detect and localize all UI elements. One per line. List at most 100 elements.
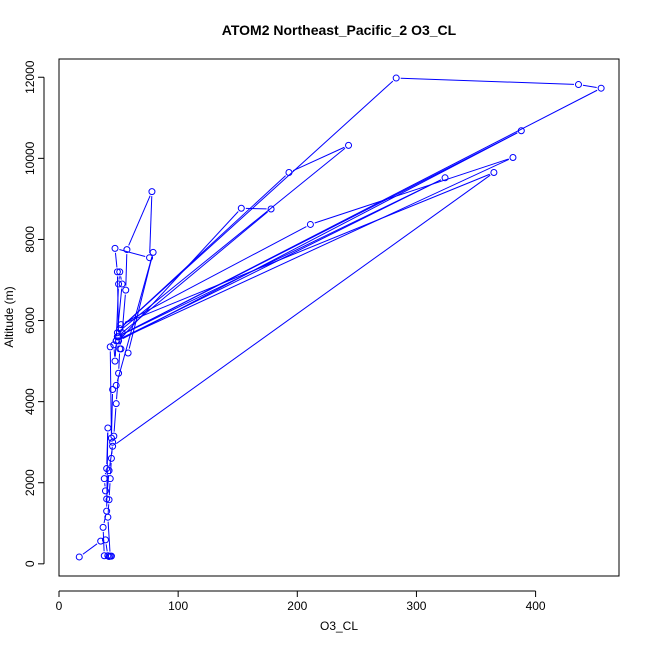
data-point (115, 337, 123, 345)
data-point (104, 424, 112, 432)
data-point (146, 254, 154, 262)
plot-frame (58, 58, 620, 577)
data-point (149, 248, 157, 256)
series-line-segment (121, 132, 518, 336)
series-line-segment (124, 173, 490, 324)
series-line-segment (113, 349, 116, 357)
data-point (107, 434, 115, 442)
y-tick-label: 0 (23, 560, 37, 567)
series-line-segment (117, 288, 123, 329)
data-point (267, 205, 275, 213)
x-tick-label: 200 (287, 599, 307, 613)
data-point (101, 487, 109, 495)
data-point (148, 188, 156, 196)
data-point (103, 507, 111, 515)
series-line-segment (121, 179, 442, 336)
data-point (112, 337, 120, 345)
data-point (106, 343, 114, 351)
data-point (517, 127, 525, 135)
series-line-segment (122, 80, 394, 326)
series-line-segment (582, 84, 597, 88)
data-point (490, 169, 498, 177)
data-point (109, 385, 117, 393)
series-line-segment (113, 408, 117, 432)
series-line-segment (107, 521, 111, 552)
series-line-segment (149, 196, 153, 254)
data-point (115, 369, 123, 377)
series-line-segment (400, 77, 575, 85)
y-axis-label: Altitude (m) (2, 286, 16, 347)
y-tick-label: 8000 (23, 226, 37, 253)
series-line-segment (106, 432, 109, 507)
data-point (115, 280, 123, 288)
series-line-segment (105, 544, 108, 552)
data-point (392, 74, 400, 82)
series-line-segment (118, 353, 121, 369)
data-point (118, 280, 126, 288)
series-line-segment (120, 158, 510, 340)
data-point (103, 465, 111, 473)
series-line-segment (122, 132, 518, 340)
data-point (97, 537, 105, 545)
y-tick-label: 12000 (23, 60, 37, 94)
series-line-segment (115, 174, 491, 445)
series-line-segment (314, 158, 509, 224)
series-line-segment (245, 207, 267, 210)
series-line-segment (114, 252, 118, 268)
y-tick-label: 10000 (23, 141, 37, 175)
data-point (111, 357, 119, 365)
data-point (306, 220, 314, 228)
series-line-segment (109, 351, 112, 434)
data-point (237, 204, 245, 212)
data-point (113, 268, 121, 276)
data-point (111, 244, 119, 252)
data-point (597, 84, 605, 92)
data-point (285, 169, 293, 177)
series-line-segment (120, 147, 346, 331)
x-tick-label: 300 (406, 599, 426, 613)
x-tick-label: 400 (526, 599, 546, 613)
data-point (117, 345, 125, 353)
data-point (509, 154, 517, 162)
y-tick-label: 4000 (23, 388, 37, 415)
series-line-segment (120, 211, 268, 335)
series-line-segment (292, 146, 345, 172)
data-point (103, 495, 111, 503)
x-tick-label: 0 (56, 599, 63, 613)
y-axis: 0 2000 4000 6000 8000 10000 12000 (23, 60, 45, 567)
series-line-segment (128, 195, 151, 246)
data-point (107, 454, 115, 462)
data-point (112, 400, 120, 408)
data-point (123, 246, 131, 254)
data-point (104, 552, 112, 560)
series-line-segment (108, 483, 111, 496)
data-point (117, 321, 125, 329)
data-point (122, 286, 130, 294)
data-point (75, 553, 83, 561)
series-line-segment (82, 543, 98, 555)
data-point (100, 552, 108, 560)
data-point (124, 349, 132, 357)
x-axis-label: O3_CL (320, 619, 358, 633)
series-line-segment (109, 450, 113, 467)
data-point (574, 81, 582, 89)
chart-title: ATOM2 Northeast_Pacific_2 O3_CL (222, 22, 457, 38)
series-line-segment (103, 515, 107, 524)
y-tick-label: 6000 (23, 307, 37, 334)
data-point (99, 523, 107, 531)
series-group (75, 74, 605, 561)
data-point (107, 552, 115, 560)
x-axis: 0 100 200 300 400 (56, 590, 546, 613)
data-point (441, 174, 449, 182)
series-line-segment (121, 211, 239, 338)
data-point (113, 333, 121, 341)
y-tick-label: 2000 (23, 469, 37, 496)
data-point (345, 141, 353, 149)
data-point (101, 536, 109, 544)
series-line-segment (119, 249, 146, 258)
series-line-segment (124, 226, 307, 323)
data-point (100, 475, 108, 483)
data-point (109, 442, 117, 450)
data-point (116, 325, 124, 333)
